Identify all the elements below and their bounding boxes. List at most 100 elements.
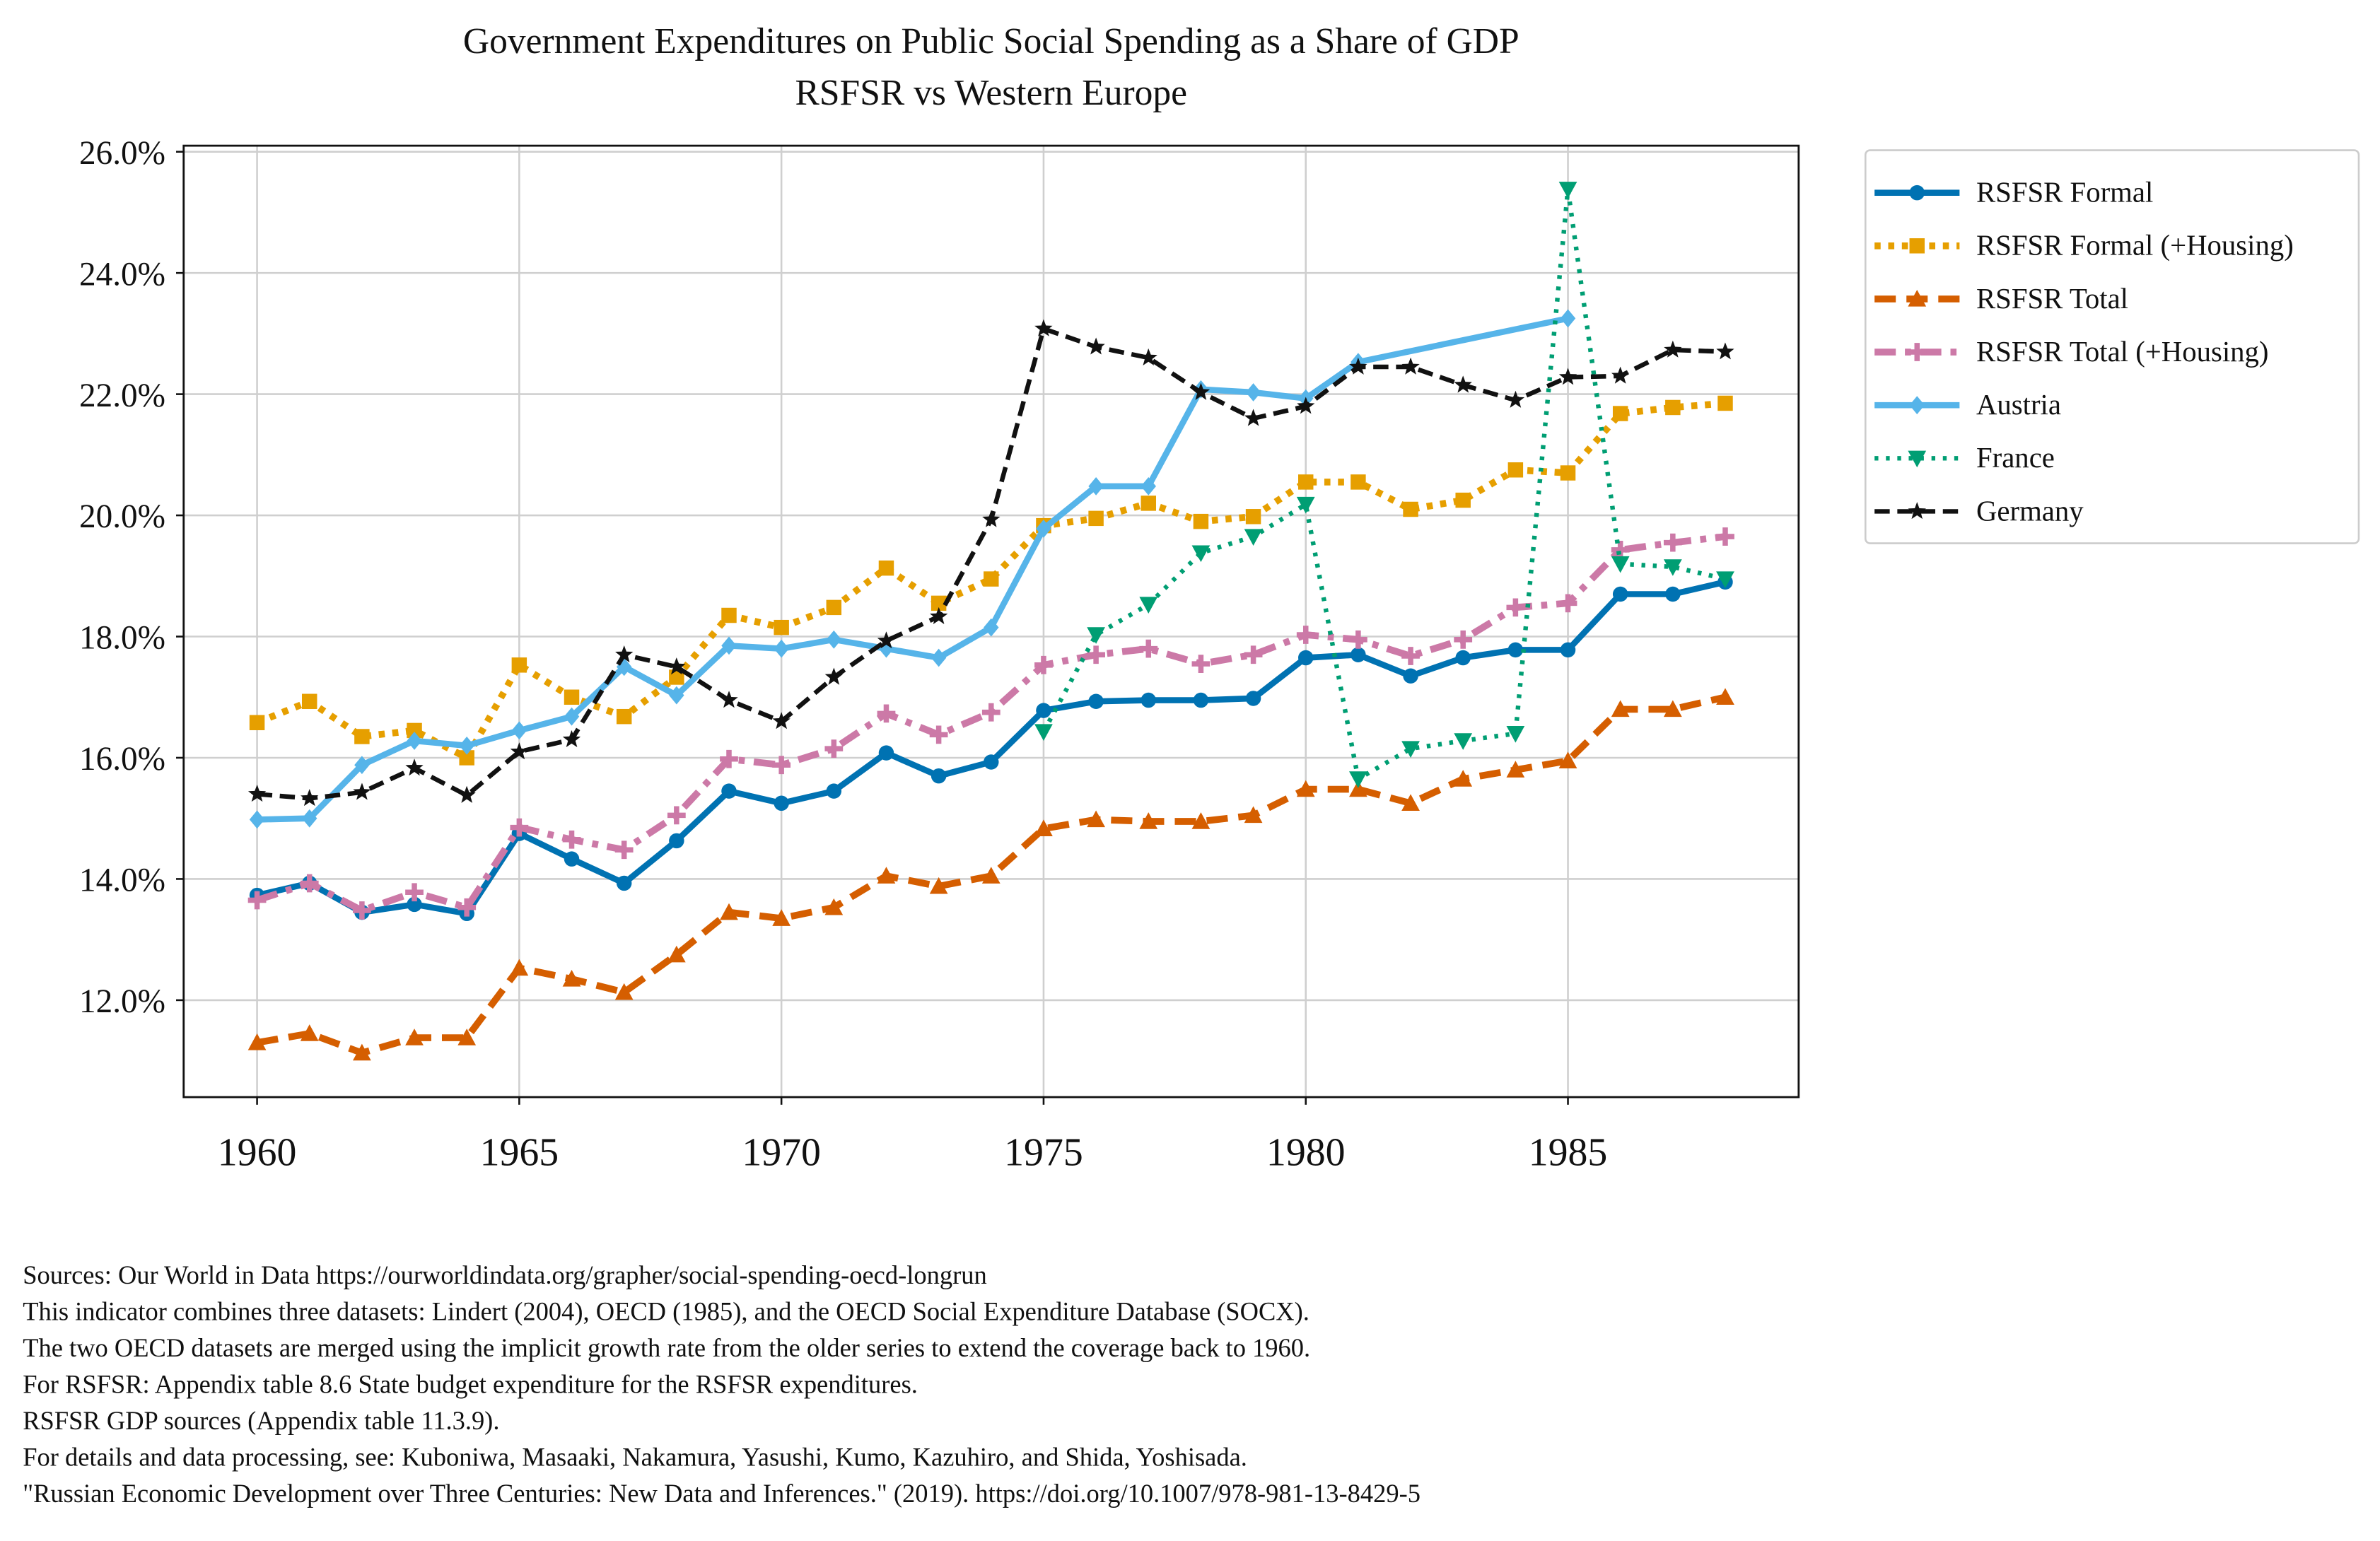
series-austria xyxy=(249,309,1576,829)
data-point xyxy=(1245,509,1261,525)
x-axis: 1960 1965 1970 1975 1980 1985 xyxy=(218,1097,1607,1175)
data-point xyxy=(301,809,317,828)
data-point xyxy=(1141,477,1156,496)
legend-marker xyxy=(1908,450,1927,468)
data-point xyxy=(1349,357,1367,375)
data-point xyxy=(1244,409,1263,426)
data-point xyxy=(1036,520,1051,538)
data-point xyxy=(354,729,370,744)
data-point xyxy=(616,708,632,725)
data-point xyxy=(1665,586,1681,602)
data-point xyxy=(1403,501,1418,517)
data-point xyxy=(877,631,896,649)
data-point xyxy=(511,657,527,673)
data-point xyxy=(562,730,581,748)
data-point xyxy=(984,618,999,637)
data-point xyxy=(1717,395,1733,411)
data-point xyxy=(1139,812,1158,829)
data-point xyxy=(772,712,791,730)
legend-marker xyxy=(1908,502,1926,520)
series-rsfsr-total-housing- xyxy=(247,527,1734,920)
data-point xyxy=(1034,724,1053,741)
data-point xyxy=(1664,340,1682,358)
data-point xyxy=(1558,751,1577,769)
data-point xyxy=(930,607,948,624)
data-point xyxy=(721,783,737,799)
y-tick-label: 12.0% xyxy=(79,983,165,1020)
data-point xyxy=(1088,477,1104,496)
x-tick-label: 1965 xyxy=(480,1131,559,1175)
data-point xyxy=(878,560,894,576)
data-point xyxy=(1087,810,1105,828)
legend: RSFSR Formal RSFSR Formal (+Housing) RSFSR… xyxy=(1864,149,2360,544)
data-point xyxy=(826,783,842,799)
data-point xyxy=(1665,399,1681,416)
data-point xyxy=(405,1029,424,1045)
data-point xyxy=(1401,357,1420,375)
data-point xyxy=(616,875,632,891)
data-point xyxy=(1507,642,1524,658)
data-point xyxy=(1141,692,1156,708)
data-point xyxy=(774,639,789,658)
data-point xyxy=(1401,647,1420,665)
data-point xyxy=(1454,375,1472,393)
data-point xyxy=(929,725,948,744)
y-tick-label: 14.0% xyxy=(79,862,165,899)
legend-entry: Germany xyxy=(1874,495,2084,527)
data-point xyxy=(614,983,634,1000)
data-point xyxy=(772,756,791,775)
legend-label: RSFSR Total (+Housing) xyxy=(1976,336,2269,368)
data-point xyxy=(931,648,947,667)
data-point xyxy=(459,750,474,766)
data-point xyxy=(1455,650,1471,666)
data-point xyxy=(667,806,686,825)
footer-line: The two OECD datasets are merged using t… xyxy=(23,1333,1310,1362)
legend-label: RSFSR Total xyxy=(1976,283,2128,315)
data-point xyxy=(669,833,684,849)
y-tick-label: 22.0% xyxy=(79,377,165,414)
data-point xyxy=(1455,492,1471,508)
data-point xyxy=(249,810,265,829)
data-point xyxy=(824,739,844,758)
data-point xyxy=(300,874,319,893)
data-point xyxy=(981,703,1001,722)
legend-box xyxy=(1864,149,2360,544)
chart-title: Government Expenditures on Public Social… xyxy=(463,21,1519,61)
data-point xyxy=(353,783,371,800)
data-point xyxy=(407,896,422,913)
legend-marker xyxy=(1908,343,1927,361)
data-point xyxy=(772,909,791,926)
series-line xyxy=(256,533,1726,914)
data-point xyxy=(774,795,789,811)
data-point xyxy=(1349,780,1367,797)
data-point xyxy=(407,732,422,750)
data-point xyxy=(1088,693,1104,709)
legend-label: RSFSR Formal xyxy=(1976,177,2153,209)
data-point xyxy=(562,970,581,987)
legend-entry: RSFSR Formal (+Housing) xyxy=(1874,230,2294,262)
data-point xyxy=(249,715,265,730)
data-point xyxy=(511,721,527,740)
legend-label: Austria xyxy=(1976,389,2061,421)
data-point xyxy=(1244,645,1263,664)
data-point xyxy=(1088,510,1104,527)
data-point xyxy=(1297,397,1315,414)
data-point xyxy=(1296,496,1315,514)
data-point xyxy=(1558,368,1577,385)
y-axis: 12.0% 14.0% 16.0% 18.0% 20.0% 22.0% 24.0% 26.0% xyxy=(79,135,184,1020)
data-point xyxy=(614,840,634,860)
data-point xyxy=(1506,390,1525,408)
data-point xyxy=(1454,733,1473,750)
data-point xyxy=(667,657,686,675)
data-point xyxy=(1034,819,1053,837)
data-point xyxy=(981,867,1001,884)
data-point xyxy=(1296,626,1315,644)
footer-line: RSFSR GDP sources (Appendix table 11.3.9… xyxy=(23,1406,499,1435)
data-point xyxy=(1191,382,1211,400)
data-point xyxy=(1716,688,1734,705)
data-point xyxy=(1034,319,1053,336)
data-point xyxy=(1191,655,1211,673)
data-point xyxy=(1403,668,1418,684)
legend-entry: RSFSR Formal xyxy=(1874,177,2153,209)
legend-entry: RSFSR Total xyxy=(1874,283,2128,315)
